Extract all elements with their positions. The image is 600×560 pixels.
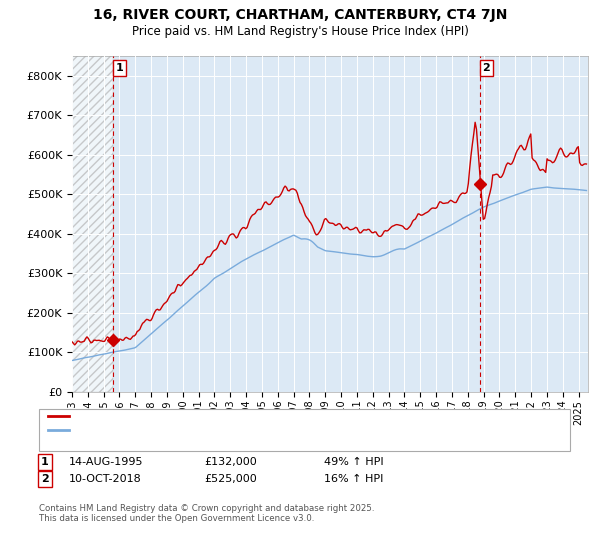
- Text: 1: 1: [116, 63, 124, 73]
- Text: 16, RIVER COURT, CHARTHAM, CANTERBURY, CT4 7JN: 16, RIVER COURT, CHARTHAM, CANTERBURY, C…: [93, 8, 507, 22]
- Text: £525,000: £525,000: [204, 474, 257, 484]
- Text: £132,000: £132,000: [204, 457, 257, 467]
- Text: 10-OCT-2018: 10-OCT-2018: [69, 474, 142, 484]
- Text: Contains HM Land Registry data © Crown copyright and database right 2025.
This d: Contains HM Land Registry data © Crown c…: [39, 504, 374, 524]
- Text: 1: 1: [41, 457, 49, 467]
- Text: 16, RIVER COURT, CHARTHAM, CANTERBURY, CT4 7JN (detached house): 16, RIVER COURT, CHARTHAM, CANTERBURY, C…: [72, 411, 445, 421]
- Text: 2: 2: [41, 474, 49, 484]
- Text: HPI: Average price, detached house, Canterbury: HPI: Average price, detached house, Cant…: [72, 425, 324, 435]
- Text: 14-AUG-1995: 14-AUG-1995: [69, 457, 143, 467]
- Text: 49% ↑ HPI: 49% ↑ HPI: [324, 457, 383, 467]
- Text: 16% ↑ HPI: 16% ↑ HPI: [324, 474, 383, 484]
- Text: Price paid vs. HM Land Registry's House Price Index (HPI): Price paid vs. HM Land Registry's House …: [131, 25, 469, 38]
- Text: 2: 2: [482, 63, 490, 73]
